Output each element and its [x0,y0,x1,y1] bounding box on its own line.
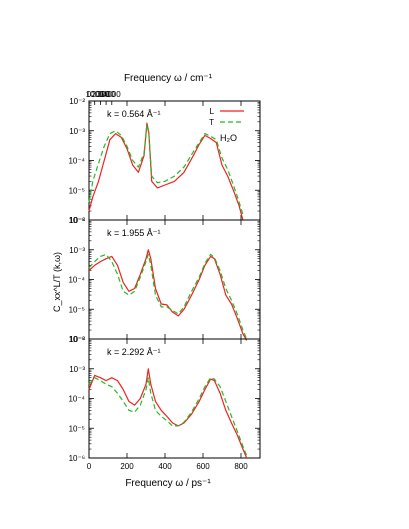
top-axis-label: Frequency ω / cm⁻¹ [124,73,213,84]
top-tick-label: 4000 [103,90,121,99]
legend-label-T: T [209,118,214,127]
y-tick-label: 10⁻³ [69,246,85,255]
bottom-tick-label: 800 [234,462,248,471]
bottom-tick-label: 600 [196,462,210,471]
panel-1: 10⁻⁶ 10⁻⁵ 10⁻⁴ 10⁻³ 10⁻² k = 0.564 Å⁻¹ [68,97,261,225]
series-line-T [88,124,244,215]
panel-3: 10⁻⁶ 10⁻⁵ 10⁻⁴ 10⁻³ 10⁻² k = 2.292 Å⁻¹ [68,335,261,463]
y-tick-label: 10⁻⁵ [69,186,85,195]
top-tick-label: 0 [87,90,92,99]
y-tick-label: 10⁻⁵ [69,424,85,433]
panel-k-label: k = 2.292 Å⁻¹ [107,347,161,357]
y-tick-label: 10⁻⁶ [69,335,85,344]
panel-2: 10⁻⁶ 10⁻⁵ 10⁻⁴ 10⁻³ 10⁻² k = 1.955 Å⁻¹ [68,216,261,344]
top-tick-label: 1000 [86,90,104,99]
top-tick-label: 3000 [97,90,115,99]
y-tick-label: 10⁻⁴ [68,276,85,285]
series-line-L [88,249,248,341]
legend: LT H₂O [209,107,244,143]
series-line-L [88,368,248,459]
y-tick-label: 10⁻² [69,335,85,344]
series-line-T [88,253,248,340]
y-tick-label: 10⁻³ [69,127,85,136]
bottom-tick-label: 0 [87,462,92,471]
y-axis-label: C_xx^L/T (k,ω) [52,252,62,312]
series-line-L [88,122,244,221]
series-line-T [88,377,248,456]
plot-layer: 10⁻⁶10⁻⁵10⁻⁴10⁻³10⁻²k = 0.564 Å⁻¹10⁻⁶10⁻… [68,90,261,471]
bottom-tick-label: 400 [158,462,172,471]
y-tick-label: 10⁻⁴ [68,157,85,166]
bottom-tick-label: 200 [120,462,134,471]
panel-k-label: k = 1.955 Å⁻¹ [107,228,161,238]
y-tick-label: 10⁻² [69,216,85,225]
y-tick-label: 10⁻³ [69,365,85,374]
top-tick-label: 2000 [91,90,109,99]
y-tick-label: 10⁻⁶ [69,454,85,463]
panel-k-label: k = 0.564 Å⁻¹ [107,109,161,119]
legend-label-L: L [210,107,215,116]
y-tick-label: 10⁻⁶ [69,216,85,225]
y-tick-label: 10⁻² [69,97,85,106]
bottom-axis-label: Frequency ω / ps⁻¹ [125,478,211,489]
legend-annotation: H₂O [220,133,237,143]
y-tick-label: 10⁻⁴ [68,395,85,404]
y-tick-label: 10⁻⁵ [69,305,85,314]
